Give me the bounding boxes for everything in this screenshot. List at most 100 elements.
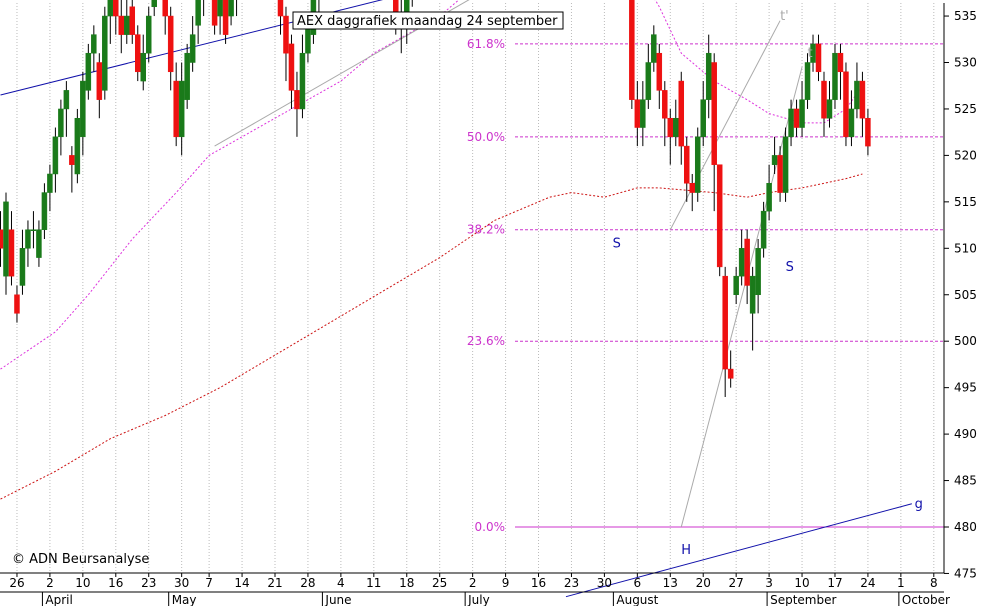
- x-tick-label: 10: [75, 576, 90, 590]
- candle-up: [771, 155, 778, 165]
- candles: [0, 0, 871, 397]
- candle-up: [25, 229, 31, 249]
- y-tick-label: 495: [954, 381, 977, 395]
- candle-down: [118, 15, 125, 35]
- annotation-label: S: [613, 237, 621, 252]
- candle-up: [63, 90, 70, 110]
- candle-up: [107, 0, 114, 17]
- annotation-label: H: [681, 543, 691, 558]
- x-tick-label: 25: [432, 576, 447, 590]
- candle-up: [299, 52, 306, 110]
- candle-up: [673, 117, 679, 138]
- candle-down: [288, 43, 295, 91]
- candle-down: [689, 183, 695, 193]
- x-tick-label: 8: [930, 576, 938, 590]
- title-box: [292, 11, 564, 30]
- candle-down: [96, 62, 103, 100]
- candle-down: [684, 145, 690, 184]
- x-tick-label: 3: [765, 576, 773, 590]
- candle-up: [41, 192, 48, 230]
- line-trend-e: [0, 0, 384, 96]
- candle-down: [211, 0, 218, 26]
- x-tick-label: 16: [531, 576, 546, 590]
- candle-up: [694, 136, 701, 193]
- candle-down: [722, 275, 728, 370]
- candle-up: [826, 99, 833, 119]
- y-tick-label: 510: [954, 241, 977, 255]
- candle-up: [810, 43, 816, 63]
- candle-down: [859, 80, 866, 119]
- candle-up: [151, 0, 157, 8]
- candle-down: [678, 80, 685, 147]
- x-tick-label: 23: [564, 576, 579, 590]
- x-tick-label: 1: [897, 576, 905, 590]
- x-tick-label: 23: [141, 576, 156, 590]
- candle-down: [662, 90, 668, 119]
- fib-level-label: 0.0%: [475, 520, 506, 534]
- candle-up: [788, 108, 794, 138]
- candle-down: [865, 117, 871, 147]
- candle-down: [135, 34, 141, 73]
- y-tick-label: 505: [954, 288, 977, 302]
- candle-up: [36, 229, 42, 258]
- candle-up: [645, 62, 652, 100]
- y-tick-label: 520: [954, 148, 977, 162]
- credit-label: © ADN Beursanalyse: [12, 552, 149, 567]
- candle-up: [749, 275, 756, 314]
- month-label: July: [467, 593, 490, 606]
- y-tick-label: 490: [954, 427, 977, 441]
- x-tick-label: 26: [9, 576, 24, 590]
- x-tick-label: 17: [827, 576, 842, 590]
- candle-up: [189, 34, 196, 63]
- candle-down: [69, 155, 75, 165]
- candle-up: [733, 275, 739, 296]
- grid: [16, 3, 935, 573]
- x-tick-label: 30: [597, 576, 612, 590]
- candle-down: [294, 90, 300, 110]
- candle-up: [804, 62, 811, 100]
- x-tick-label: 21: [267, 576, 282, 590]
- candle-down: [727, 368, 734, 379]
- x-tick-label: 11: [366, 576, 381, 590]
- y-tick-label: 480: [954, 520, 977, 534]
- candle-up: [755, 248, 761, 296]
- x-tick-label: 10: [794, 576, 809, 590]
- y-tick-label: 475: [954, 566, 977, 580]
- x-tick-label: 14: [234, 576, 249, 590]
- annotation-label: S: [786, 260, 794, 275]
- y-tick-label: 485: [954, 474, 977, 488]
- candle-up: [52, 136, 59, 175]
- x-tick-label: 6: [634, 576, 642, 590]
- month-label: May: [172, 593, 197, 606]
- candle-up: [799, 99, 805, 128]
- moving-average-short: [0, 0, 863, 370]
- candle-up: [228, 0, 234, 17]
- y-tick-label: 515: [954, 195, 977, 209]
- candle-down: [793, 108, 800, 128]
- trend-lines: [0, 0, 912, 598]
- candle-up: [145, 15, 152, 54]
- y-tick-label: 535: [954, 9, 977, 23]
- month-label: April: [45, 593, 72, 606]
- line-trend-g: [565, 503, 912, 598]
- candle-down: [716, 164, 723, 268]
- y-tick-label: 500: [954, 334, 977, 348]
- candle-down: [843, 71, 849, 138]
- candle-down: [113, 0, 119, 17]
- fib-level-label: 50.0%: [467, 130, 505, 144]
- y-tick-label: 525: [954, 102, 977, 116]
- month-label: June: [324, 593, 351, 606]
- candle-up: [738, 248, 745, 277]
- candle-up: [58, 108, 64, 138]
- candle-down: [222, 0, 229, 35]
- candle-up: [854, 80, 860, 110]
- candle-down: [173, 80, 179, 138]
- candle-up: [184, 52, 190, 100]
- candle-down: [162, 0, 168, 17]
- annotation-label: g: [915, 497, 923, 512]
- candle-down: [277, 0, 284, 17]
- candle-up: [102, 15, 108, 91]
